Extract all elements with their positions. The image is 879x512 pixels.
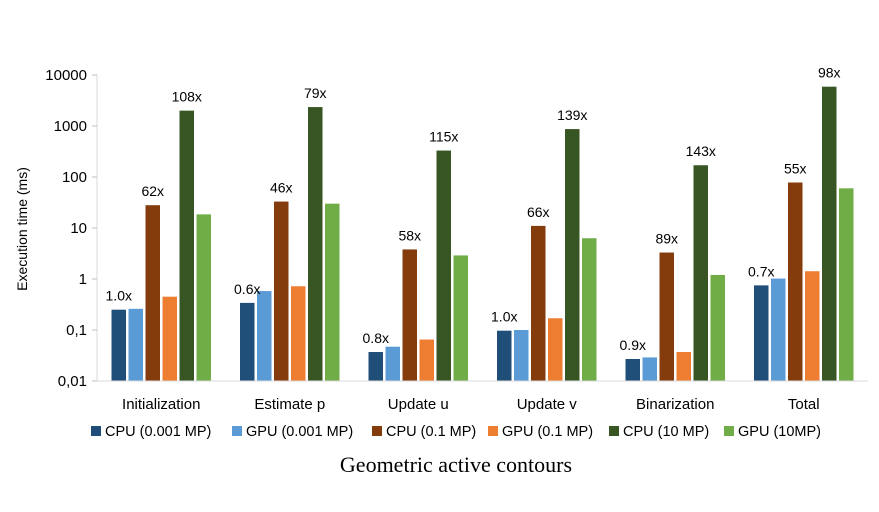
bar — [196, 214, 211, 381]
data-label: 0.8x — [363, 330, 389, 346]
bar-group — [111, 86, 854, 382]
legend-swatch — [232, 426, 242, 436]
bar — [582, 238, 597, 381]
data-label: 1.0x — [491, 309, 517, 325]
bar — [710, 274, 725, 381]
legend-label: GPU (0.1 MP) — [502, 424, 593, 440]
data-label: 58x — [398, 227, 421, 243]
bar — [402, 249, 417, 381]
y-tick-label: 0,01 — [58, 373, 87, 390]
y-tick-label: 0,1 — [66, 322, 87, 339]
y-tick-label: 10 — [70, 220, 87, 237]
bar — [548, 318, 563, 381]
x-tick-label: Estimate p — [254, 396, 325, 413]
legend: CPU (0.001 MP) GPU (0.001 MP) CPU (0.1 MP)… — [91, 424, 821, 440]
bar — [771, 278, 786, 381]
data-label: 108x — [172, 89, 202, 105]
bar — [531, 225, 546, 381]
bar — [497, 330, 512, 381]
bar — [839, 188, 854, 381]
data-label: 115x — [429, 129, 458, 145]
data-label: 66x — [527, 204, 550, 220]
bar — [436, 150, 451, 381]
legend-swatch — [609, 426, 619, 436]
y-tick-label: 1 — [79, 271, 87, 288]
bar — [514, 330, 529, 381]
bar — [625, 359, 640, 381]
y-axis-label: Execution time (ms) — [14, 167, 30, 291]
legend-label: GPU (10MP) — [738, 424, 821, 440]
bar — [642, 357, 657, 381]
bar — [128, 308, 143, 381]
y-axis: 0,01 0,1 1 10 100 1000 10000 — [45, 67, 98, 390]
bar — [693, 165, 708, 381]
chart-caption: Geometric active contours — [340, 452, 572, 477]
legend-swatch — [372, 426, 382, 436]
bar — [274, 201, 289, 381]
bar — [419, 339, 434, 381]
data-label: 139x — [557, 107, 587, 123]
legend-swatch — [91, 426, 101, 436]
legend-label: CPU (0.001 MP) — [105, 424, 211, 440]
x-tick-label: Update v — [517, 396, 578, 413]
bar — [291, 286, 306, 381]
x-tick-label: Binarization — [636, 396, 714, 413]
data-label: 0.6x — [234, 281, 260, 297]
data-label: 79x — [304, 85, 327, 101]
y-tick-label: 1000 — [54, 118, 87, 135]
bar — [325, 203, 340, 381]
y-tick-label: 10000 — [45, 67, 87, 84]
bar — [257, 291, 272, 381]
data-label: 1.0x — [106, 288, 132, 304]
x-tick-label: Total — [788, 396, 820, 413]
bar — [111, 309, 126, 381]
bar — [788, 182, 803, 381]
bar — [453, 255, 468, 381]
y-tick-label: 100 — [62, 169, 87, 186]
bar — [145, 205, 160, 381]
legend-label: CPU (0.1 MP) — [386, 424, 476, 440]
data-label: 0.9x — [620, 337, 646, 353]
data-label: 46x — [270, 180, 293, 196]
x-tick-label: Initialization — [122, 396, 200, 413]
bar — [240, 302, 255, 381]
legend-swatch — [488, 426, 498, 436]
bar — [368, 352, 383, 381]
bar — [659, 252, 674, 381]
x-tick-label: Update u — [388, 396, 449, 413]
data-label: 0.7x — [748, 263, 774, 279]
legend-label: CPU (10 MP) — [623, 424, 709, 440]
data-label: 98x — [818, 65, 841, 81]
bar — [162, 296, 177, 381]
bar — [754, 285, 769, 381]
bar — [822, 86, 837, 381]
x-axis: Initialization Estimate p Update u Update v… — [97, 380, 868, 413]
bar — [308, 107, 323, 382]
data-label: 143x — [686, 143, 716, 159]
bar — [385, 346, 400, 381]
legend-label: GPU (0.001 MP) — [246, 424, 353, 440]
data-labels: 1.0x 62x 108x 0.6x 46x 79x 0.8x 58x 115x 1.0x 66x 1… — [106, 65, 841, 353]
data-label: 62x — [141, 183, 164, 199]
data-label: 89x — [655, 231, 678, 247]
bar — [676, 352, 691, 381]
data-label: 55x — [784, 161, 807, 177]
legend-swatch — [724, 426, 734, 436]
bar — [565, 129, 580, 381]
bar — [805, 271, 820, 381]
bar — [179, 110, 194, 382]
